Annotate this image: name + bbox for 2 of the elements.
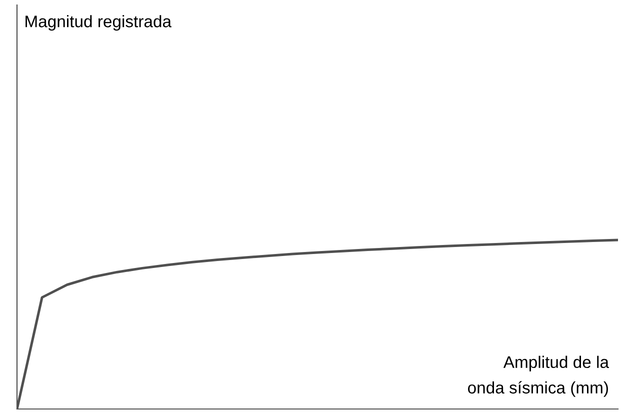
x-axis-title: Amplitud de la onda sísmica (mm) (468, 356, 609, 397)
text: Magnitud registrada (26, 15, 172, 31)
